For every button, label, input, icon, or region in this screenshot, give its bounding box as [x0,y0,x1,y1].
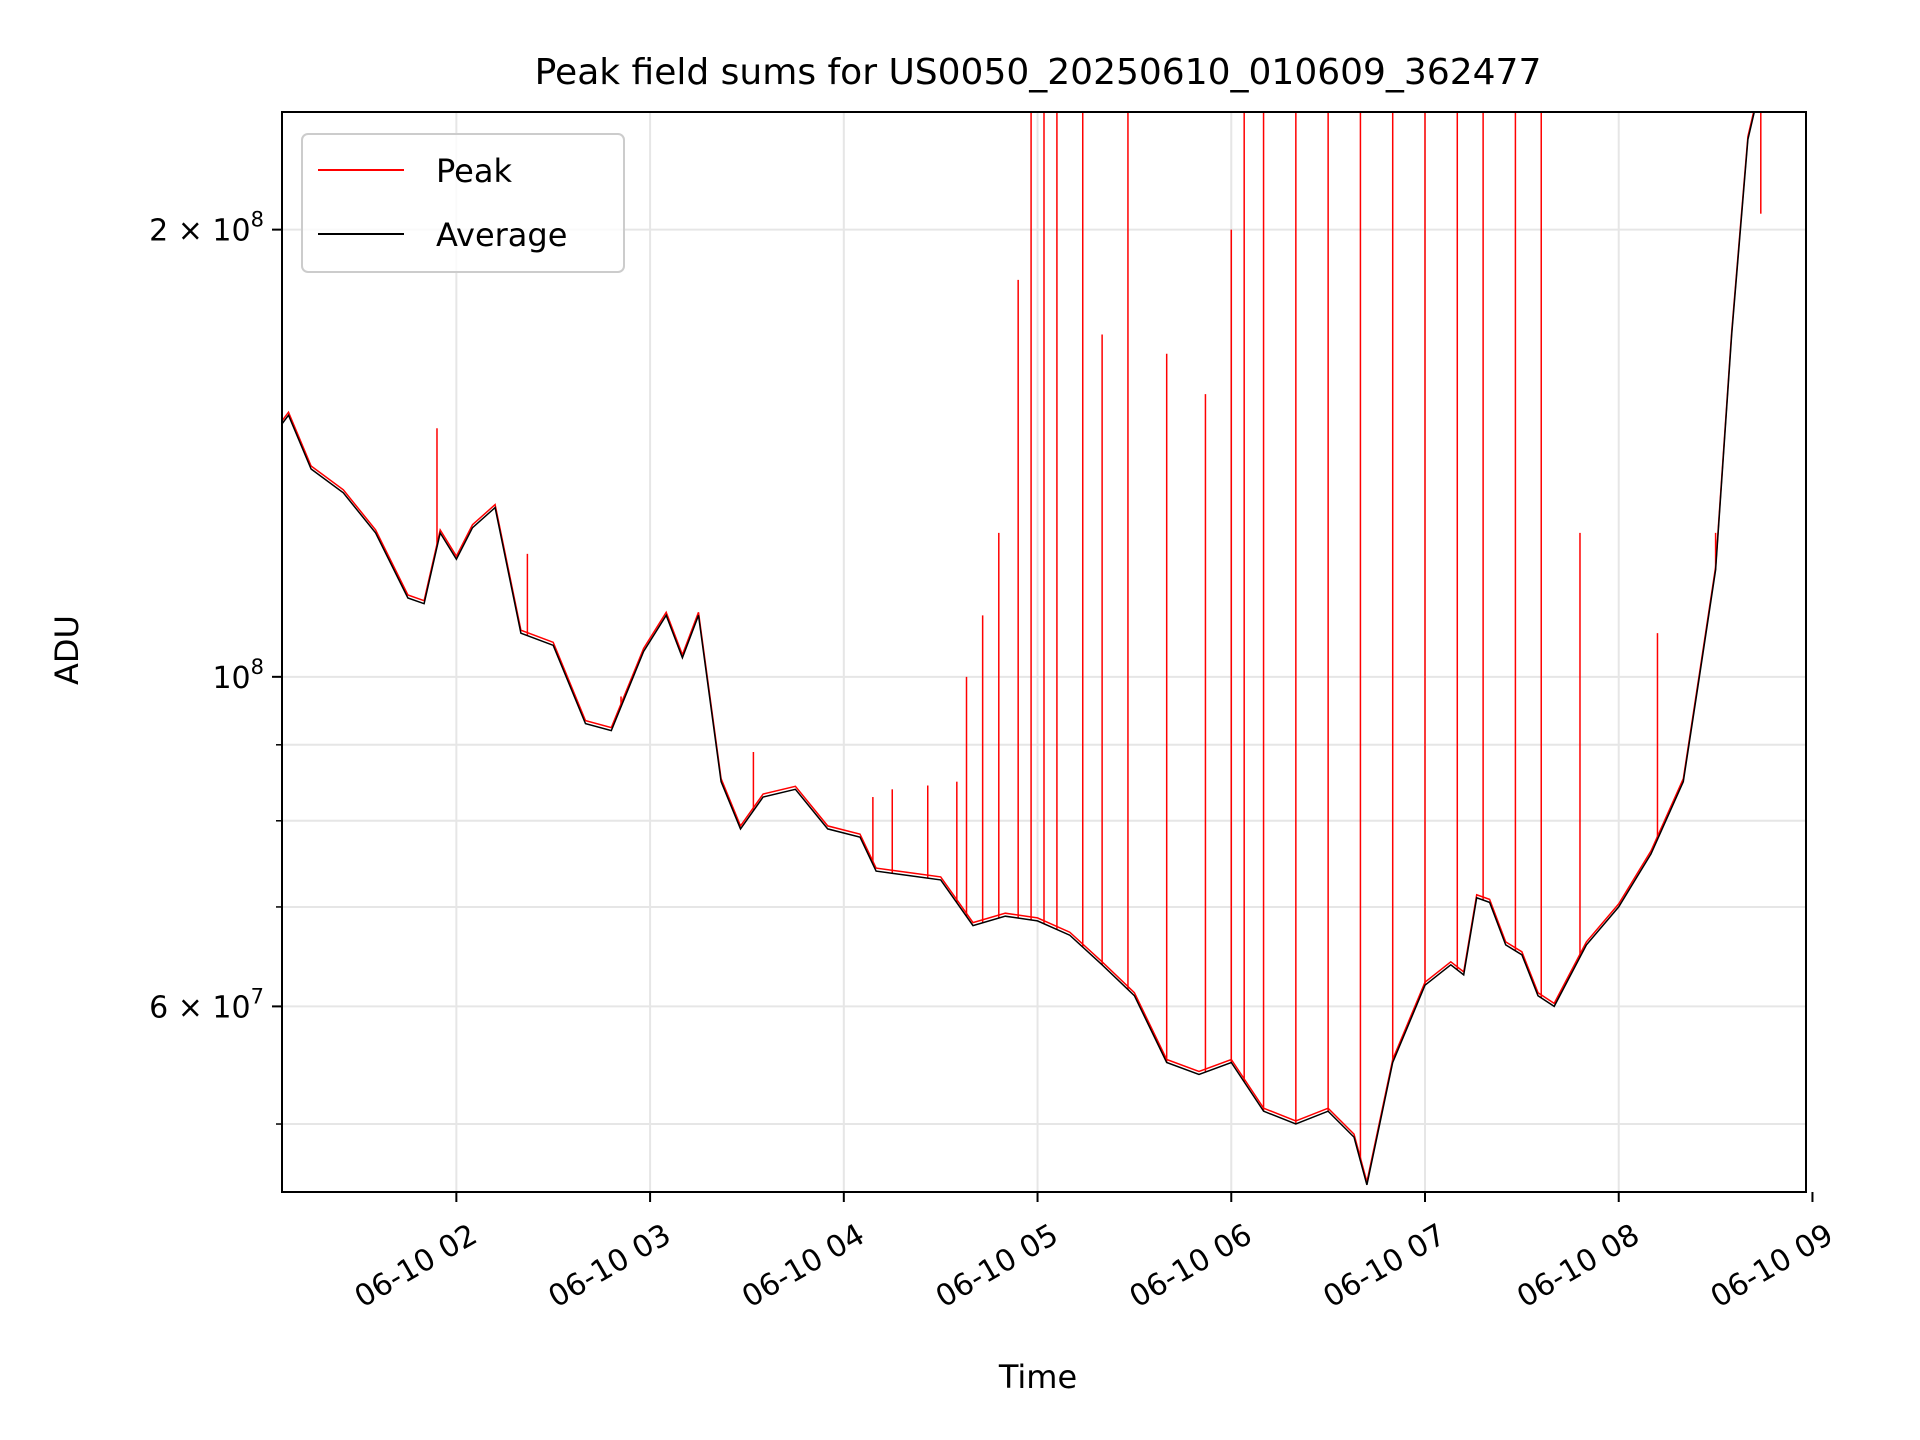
x-axis-label: Time [998,1358,1077,1396]
plot-frame [281,111,1807,1193]
legend: Peak Average [301,133,625,273]
series-average-line [282,112,1756,1186]
legend-peak-label: Peak [436,152,512,190]
series-layer [282,112,1762,1186]
legend-box [301,133,625,273]
y-axis-label: ADU [48,615,86,685]
legend-average-label: Average [436,216,567,254]
y-tick-label: 6 × 107 [149,984,264,1025]
y-tick-label: 2 × 108 [149,208,264,249]
series-peak-line [282,112,1755,1183]
chart-title: Peak field sums for US0050_20250610_0106… [535,52,1542,93]
